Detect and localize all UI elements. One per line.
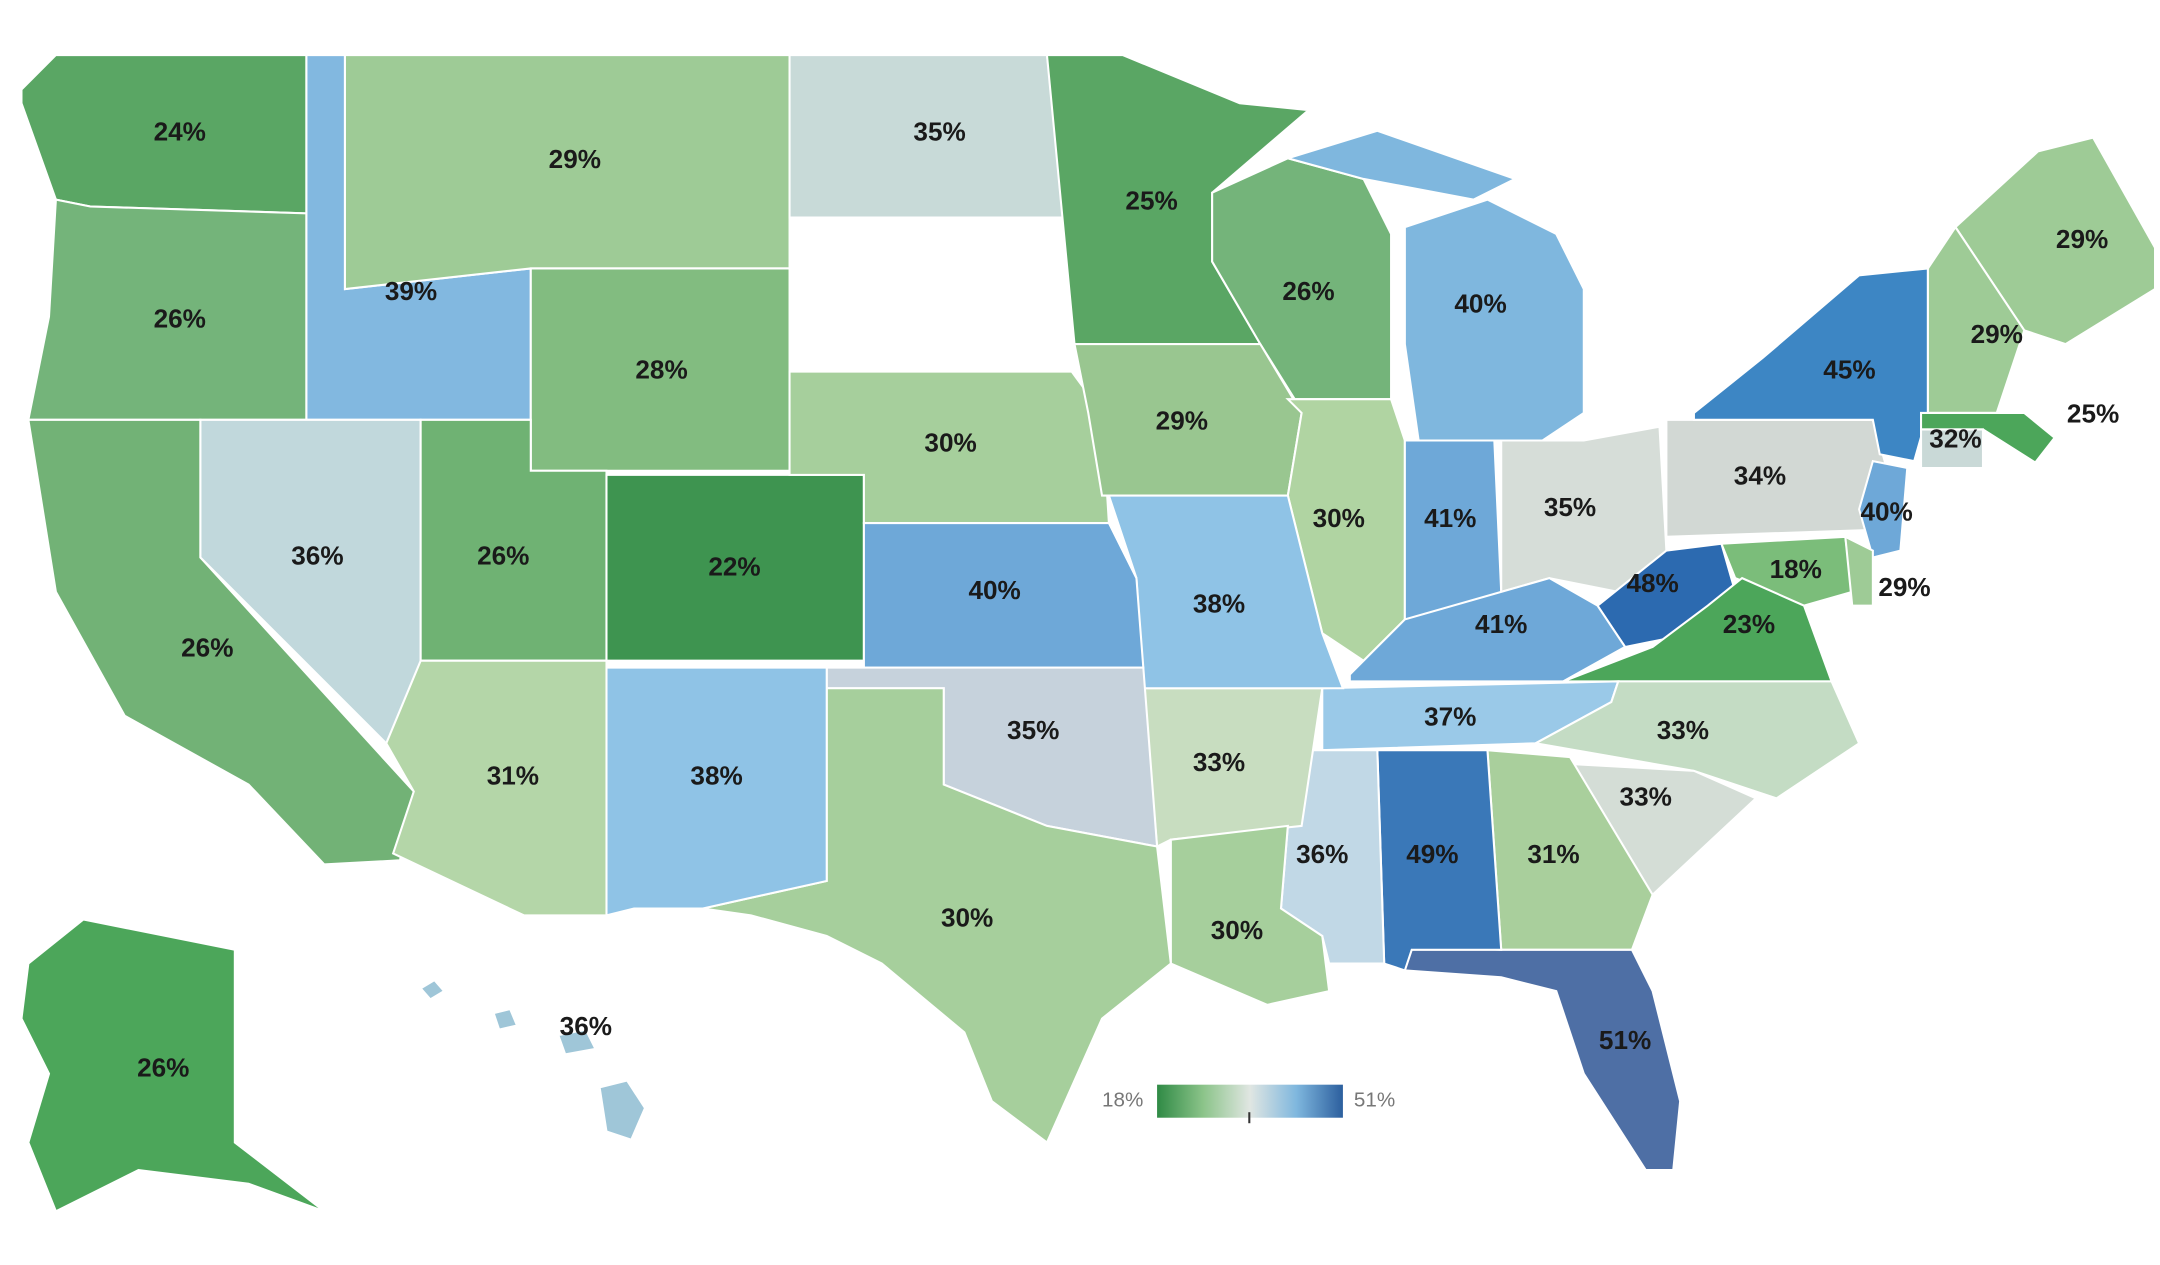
state-region bbox=[598, 1079, 647, 1142]
region-label: 37% bbox=[1424, 701, 1476, 731]
state-region bbox=[20, 918, 325, 1213]
region-label: 26% bbox=[181, 633, 233, 663]
region-label: 51% bbox=[1599, 1025, 1651, 1055]
region-label: 49% bbox=[1406, 839, 1458, 869]
region-label: 30% bbox=[924, 428, 976, 458]
state-region bbox=[1926, 225, 2026, 414]
region-label: 30% bbox=[941, 902, 993, 932]
region-label: 35% bbox=[1544, 492, 1596, 522]
region-label: 34% bbox=[1734, 461, 1786, 491]
region-label: 36% bbox=[291, 540, 343, 570]
state-region bbox=[1532, 680, 1861, 800]
region-label: 26% bbox=[1282, 276, 1334, 306]
region-label: 29% bbox=[549, 144, 601, 174]
state-region bbox=[605, 666, 828, 917]
region-label: 26% bbox=[154, 304, 206, 334]
state-region bbox=[1169, 824, 1331, 1006]
region-label: 29% bbox=[1156, 405, 1208, 435]
state-region bbox=[1284, 129, 1518, 201]
state-region bbox=[385, 659, 608, 917]
region-label: 29% bbox=[1971, 319, 2023, 349]
state-region bbox=[1858, 459, 1909, 559]
region-label: 26% bbox=[137, 1052, 189, 1082]
region-label: 36% bbox=[1296, 839, 1348, 869]
region-label: 33% bbox=[1193, 747, 1245, 777]
legend-min: 18% bbox=[1102, 1089, 1143, 1112]
region-label: 31% bbox=[1527, 839, 1579, 869]
region-label: 25% bbox=[2067, 399, 2119, 429]
state-region bbox=[1285, 398, 1406, 663]
region-label: 29% bbox=[1878, 572, 1930, 602]
region-label: 26% bbox=[477, 540, 529, 570]
region-label: 36% bbox=[560, 1011, 612, 1041]
regions bbox=[20, 54, 2157, 1213]
region-label: 31% bbox=[487, 761, 539, 791]
legend: 18% 51% bbox=[1102, 1084, 1395, 1124]
state-region bbox=[1920, 428, 1985, 470]
region-label: 35% bbox=[913, 116, 965, 146]
region-label: 33% bbox=[1657, 715, 1709, 745]
region-label: 30% bbox=[1313, 503, 1365, 533]
region-label: 39% bbox=[385, 276, 437, 306]
region-label: 24% bbox=[154, 116, 206, 146]
state-region bbox=[1954, 136, 2157, 346]
region-label: 40% bbox=[1454, 288, 1506, 318]
region-label: 38% bbox=[690, 761, 742, 791]
state-region bbox=[1719, 535, 1854, 607]
state-region bbox=[1403, 198, 1585, 442]
region-label: 33% bbox=[1620, 781, 1672, 811]
state-region bbox=[1844, 535, 1874, 607]
region-label: 30% bbox=[1211, 915, 1263, 945]
unlabeled-region bbox=[788, 216, 1073, 373]
state-region bbox=[492, 1007, 519, 1031]
region-label: 29% bbox=[2056, 224, 2108, 254]
region-label: 38% bbox=[1193, 589, 1245, 619]
region-label: 41% bbox=[1475, 609, 1527, 639]
region-label: 41% bbox=[1424, 503, 1476, 533]
state-region bbox=[1348, 577, 1627, 683]
state-region bbox=[556, 1028, 598, 1056]
region-label: 28% bbox=[635, 355, 687, 385]
labels: 24% 26% 26% 39% 29% 35% 25% 26% 40% 28% 36% 26% 22% 3… bbox=[137, 116, 2119, 1082]
legend-max: 51% bbox=[1354, 1089, 1395, 1112]
region-label: 25% bbox=[1125, 185, 1177, 215]
state-region bbox=[419, 978, 446, 1001]
state-region bbox=[702, 687, 1172, 1145]
region-label: 18% bbox=[1770, 554, 1822, 584]
state-region bbox=[862, 522, 1145, 669]
region-label: 22% bbox=[708, 551, 760, 581]
region-label: 23% bbox=[1723, 609, 1775, 639]
region-label: 35% bbox=[1007, 715, 1059, 745]
state-region bbox=[1389, 941, 1682, 1172]
region-label: 32% bbox=[1929, 423, 1981, 453]
region-label: 48% bbox=[1626, 568, 1678, 598]
region-label: 40% bbox=[968, 575, 1020, 605]
region-label: 40% bbox=[1860, 496, 1912, 526]
region-label: 45% bbox=[1823, 355, 1875, 385]
